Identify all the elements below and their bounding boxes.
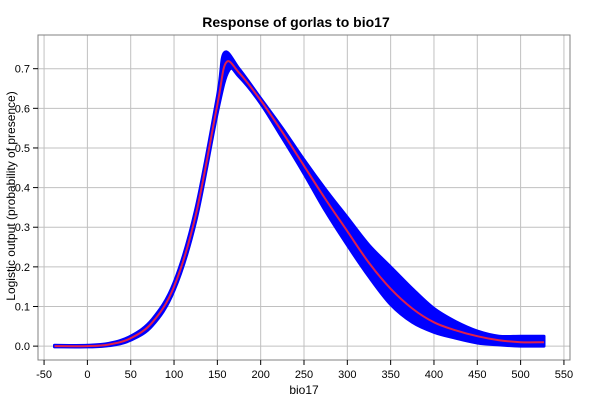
x-tick-label: -50 [36, 369, 52, 381]
mean-response-line [54, 60, 545, 348]
x-axis: -50 0 50 100 150 200 250 300 350 400 450 500 550 [36, 360, 573, 381]
y-tick-label: 0.4 [15, 183, 30, 195]
confidence-band [53, 50, 546, 349]
y-tick-label: 0.2 [15, 262, 30, 274]
x-axis-label: bio17 [289, 383, 319, 397]
x-tick-label: 500 [511, 369, 529, 381]
x-tick-label: 150 [208, 369, 226, 381]
y-tick-label: 0.5 [15, 143, 30, 155]
x-tick-label: 400 [425, 369, 443, 381]
y-axis: 0.0 0.1 0.2 0.3 0.4 0.5 0.6 0.7 [15, 64, 38, 353]
grid [38, 35, 570, 360]
y-tick-label: 0.3 [15, 222, 30, 234]
y-tick-label: 0.0 [15, 341, 30, 353]
y-tick-label: 0.7 [15, 64, 30, 76]
x-tick-label: 50 [125, 369, 137, 381]
x-tick-label: 550 [555, 369, 573, 381]
x-tick-label: 250 [295, 369, 313, 381]
y-axis-label: Logistic output (probability of presence… [4, 91, 18, 300]
x-tick-label: 100 [165, 369, 183, 381]
y-tick-label: 0.1 [15, 301, 30, 313]
x-tick-label: 200 [251, 369, 269, 381]
x-tick-label: 350 [381, 369, 399, 381]
confidence-band-area [53, 50, 546, 349]
mean-line-path [54, 60, 545, 348]
y-tick-label: 0.6 [15, 103, 30, 115]
x-tick-label: 300 [338, 369, 356, 381]
x-tick-label: 0 [84, 369, 90, 381]
chart-title: Response of gorlas to bio17 [202, 14, 390, 30]
x-tick-label: 450 [468, 369, 486, 381]
